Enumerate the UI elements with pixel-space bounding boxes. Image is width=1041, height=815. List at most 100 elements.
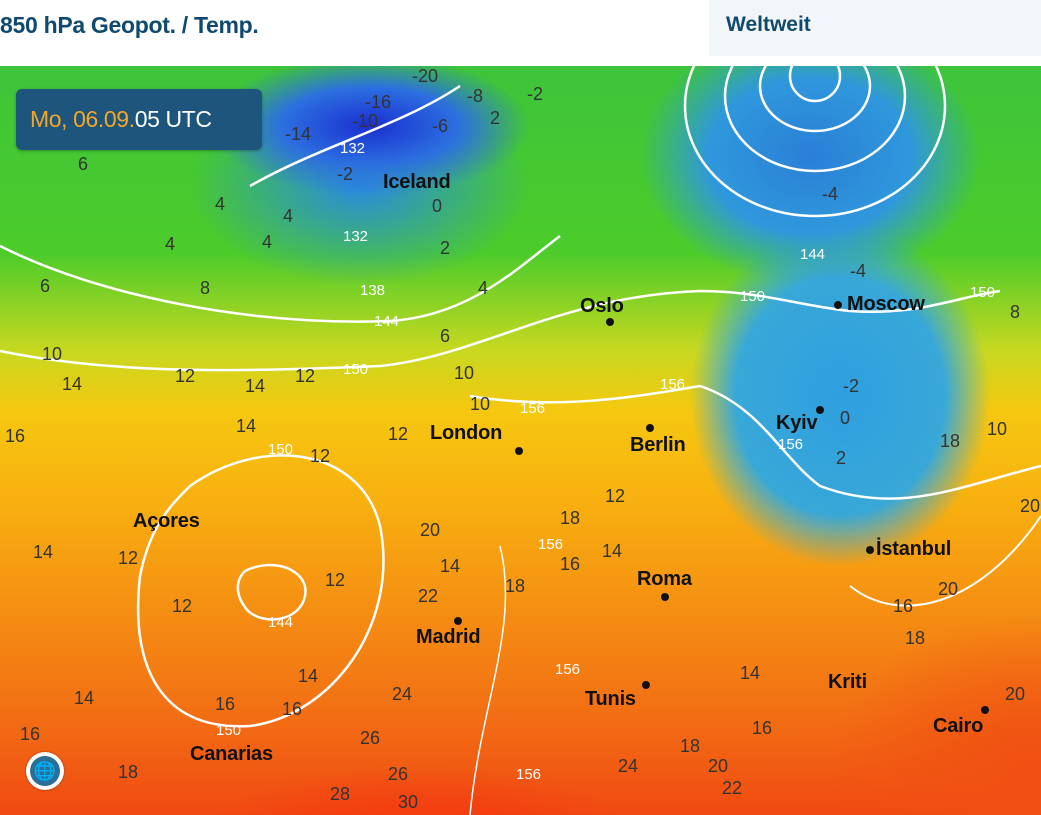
temperature-label: 2 bbox=[440, 238, 451, 258]
temperature-label: 0 bbox=[840, 408, 851, 428]
isohypse-156 bbox=[469, 384, 1041, 500]
temperature-label: 16 bbox=[893, 596, 914, 616]
city-label: Tunis bbox=[585, 688, 636, 710]
city-dot bbox=[454, 617, 462, 625]
temperature-label: 24 bbox=[618, 756, 639, 776]
temperature-label: 20 bbox=[1020, 496, 1041, 516]
temperature-label: 14 bbox=[440, 556, 461, 576]
page-title: 850 hPa Geopot. / Temp. bbox=[0, 12, 259, 38]
city-label: Berlin bbox=[630, 434, 686, 456]
temperature-label: 26 bbox=[360, 728, 381, 748]
temperature-label: 12 bbox=[175, 366, 196, 386]
temperature-label: 16 bbox=[752, 718, 773, 738]
city-label: Cairo bbox=[933, 715, 984, 737]
city-label: Kyiv bbox=[776, 412, 818, 434]
temperature-label: 16 bbox=[560, 554, 581, 574]
temperature-label: 4 bbox=[478, 278, 489, 298]
geopotential-label: 156 bbox=[555, 661, 581, 678]
temperature-label: 12 bbox=[172, 596, 193, 616]
geopotential-label: 132 bbox=[343, 228, 369, 245]
temperature-label: 14 bbox=[74, 688, 95, 708]
temperature-label: 2 bbox=[836, 448, 847, 468]
temperature-label: -4 bbox=[850, 261, 867, 281]
city-label: Kriti bbox=[828, 671, 868, 693]
region-label: Weltweit bbox=[726, 13, 811, 36]
city-dot bbox=[606, 318, 614, 326]
city-dot bbox=[661, 593, 669, 601]
geopotential-label: 150 bbox=[216, 722, 242, 739]
geopotential-label: 156 bbox=[660, 376, 686, 393]
temperature-label: 4 bbox=[165, 234, 176, 254]
temperature-label: 8 bbox=[1010, 302, 1021, 322]
temperature-label: 12 bbox=[118, 548, 139, 568]
temperature-label: 6 bbox=[440, 326, 451, 346]
city-label: İstanbul bbox=[876, 538, 952, 560]
temperature-label: 16 bbox=[5, 426, 26, 446]
temperature-label: 14 bbox=[245, 376, 266, 396]
low-ring-2 bbox=[758, 66, 872, 133]
temperature-label: 16 bbox=[20, 724, 41, 744]
isohypse-132 bbox=[249, 84, 461, 188]
globe-icon: 🌐 bbox=[30, 756, 60, 786]
temperature-label: -2 bbox=[337, 164, 354, 184]
city-dot bbox=[646, 424, 654, 432]
temperature-label: 14 bbox=[298, 666, 319, 686]
isohypse-150-ring bbox=[136, 454, 385, 728]
temperature-label: 10 bbox=[470, 394, 491, 414]
temperature-label: 30 bbox=[398, 792, 419, 812]
weather-map[interactable]: Iceland Oslo Moscow London Berlin Kyiv Açores İ… bbox=[0, 66, 1041, 815]
temperature-label: 26 bbox=[388, 764, 409, 784]
city-label: Iceland bbox=[383, 171, 451, 193]
city-label: Roma bbox=[637, 568, 692, 590]
temperature-label: 12 bbox=[295, 366, 316, 386]
temperature-label: 14 bbox=[236, 416, 257, 436]
temperature-label: -2 bbox=[527, 84, 544, 104]
temperature-label: 12 bbox=[310, 446, 331, 466]
city-label: Moscow bbox=[847, 293, 925, 315]
temperature-label: 14 bbox=[740, 663, 761, 683]
low-ring-3 bbox=[723, 66, 907, 173]
city-dot bbox=[642, 681, 650, 689]
temperature-label: 4 bbox=[215, 194, 226, 214]
temperature-label: 10 bbox=[454, 363, 475, 383]
temperature-label: 20 bbox=[938, 579, 959, 599]
temperature-label: 12 bbox=[388, 424, 409, 444]
forecast-date: Mo, 06.09. bbox=[30, 106, 135, 132]
globe-button[interactable]: 🌐 bbox=[26, 752, 64, 790]
forecast-time: 05 UTC bbox=[134, 106, 212, 132]
temperature-label: -10 bbox=[352, 111, 379, 131]
forecast-time-badge[interactable]: Mo, 06.09.05 UTC bbox=[16, 89, 262, 150]
isotherm bbox=[849, 515, 1041, 607]
city-dot bbox=[981, 706, 989, 714]
city-dot bbox=[834, 301, 842, 309]
temperature-label: 4 bbox=[262, 232, 273, 252]
city-label: Canarias bbox=[190, 743, 273, 765]
temperature-label: 18 bbox=[118, 762, 139, 782]
contour-lines bbox=[0, 66, 1041, 815]
geopotential-label: 156 bbox=[520, 400, 546, 417]
temperature-label: 12 bbox=[605, 486, 626, 506]
temperature-label: 14 bbox=[33, 542, 54, 562]
temperature-label: 12 bbox=[325, 570, 346, 590]
temperature-label: 22 bbox=[722, 778, 743, 798]
temperature-label: -6 bbox=[432, 116, 449, 136]
geopotential-label: 156 bbox=[778, 436, 804, 453]
temperature-label: -20 bbox=[412, 66, 439, 86]
geopotential-label: 156 bbox=[538, 536, 564, 553]
temperature-label: 8 bbox=[200, 278, 211, 298]
temperature-label: 18 bbox=[940, 431, 961, 451]
temperature-label: 18 bbox=[680, 736, 701, 756]
temperature-label: 10 bbox=[42, 344, 63, 364]
geopotential-label: 150 bbox=[268, 441, 294, 458]
temperature-label: -16 bbox=[365, 92, 392, 112]
region-selector[interactable]: Weltweit bbox=[709, 0, 1041, 56]
temperature-label: -14 bbox=[285, 124, 312, 144]
low-ring-1 bbox=[788, 66, 842, 103]
temperature-label: 20 bbox=[1005, 684, 1026, 704]
temperature-label: 16 bbox=[282, 699, 303, 719]
geopotential-label: 144 bbox=[374, 313, 400, 330]
geopotential-label: 150 bbox=[740, 288, 766, 305]
city-label: Madrid bbox=[416, 626, 481, 648]
geopotential-label: 138 bbox=[360, 282, 386, 299]
isohypse-150 bbox=[0, 289, 1001, 372]
